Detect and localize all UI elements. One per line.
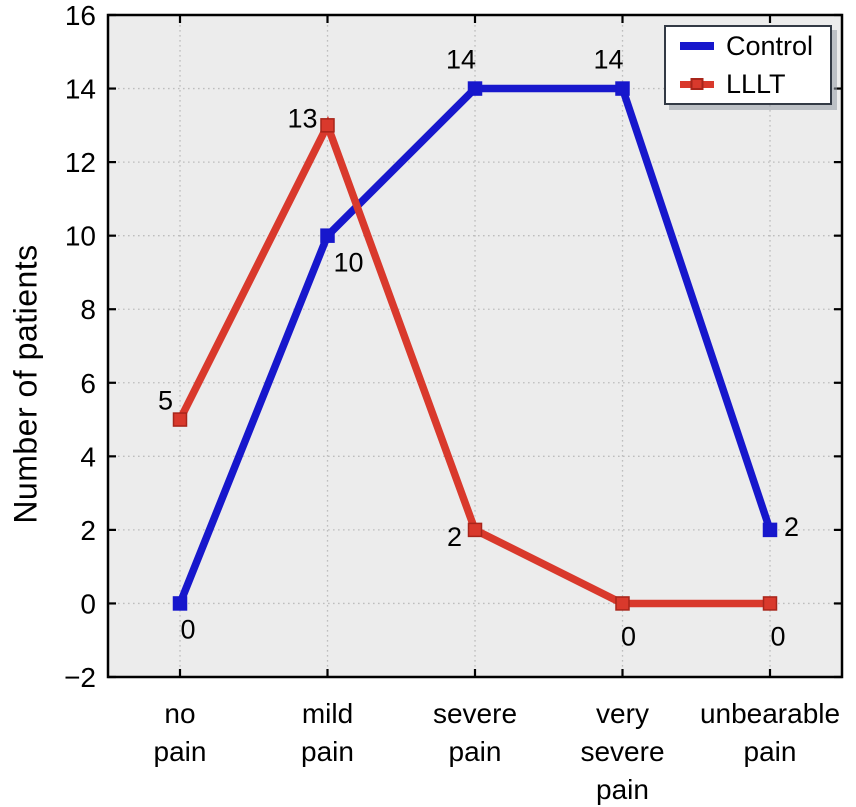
y-tick-label: 6: [80, 368, 96, 399]
data-label-control: 2: [784, 512, 799, 542]
legend-label-lllt: LLLT: [726, 68, 786, 99]
control-line-icon: [680, 42, 714, 50]
y-axis-title: Number of patients: [7, 244, 44, 524]
data-point-control: [467, 81, 483, 96]
y-tick-label: 4: [80, 441, 96, 472]
y-tick-label: 14: [65, 74, 96, 105]
data-label-lllt: 0: [621, 621, 636, 651]
y-tick-label: −2: [64, 662, 96, 693]
x-tick-label: very severe pain: [580, 698, 664, 805]
data-label-lllt: 0: [770, 621, 785, 651]
legend: Control LLLT: [664, 25, 832, 105]
y-tick-label: 12: [65, 147, 96, 178]
y-tick-label: 16: [65, 0, 96, 31]
x-tick-label: no pain: [154, 698, 207, 767]
y-tick-label: 10: [65, 221, 96, 252]
data-point-lllt: [172, 412, 188, 427]
x-tick-label: severe pain: [433, 698, 517, 767]
data-point-lllt: [615, 596, 630, 611]
data-label-control: 14: [446, 45, 476, 75]
y-tick-label: 0: [80, 588, 96, 619]
x-tick-label: unbearable pain: [700, 698, 840, 767]
data-point-control: [762, 522, 778, 538]
data-label-lllt: 13: [287, 103, 317, 133]
lllt-square-icon: [690, 78, 704, 90]
data-label-control: 10: [334, 248, 364, 278]
data-point-control: [615, 81, 630, 96]
data-point-lllt: [467, 522, 483, 538]
y-tick-label: 2: [80, 515, 96, 546]
data-label-lllt: 5: [158, 386, 173, 416]
legend-item-control: Control: [666, 27, 830, 65]
data-point-control: [172, 596, 188, 611]
legend-label-control: Control: [726, 30, 814, 61]
y-tick-label: 8: [80, 294, 96, 325]
legend-item-lllt: LLLT: [666, 65, 830, 103]
data-label-control: 0: [180, 614, 195, 644]
lllt-marker-icon: [680, 78, 714, 90]
data-point-lllt: [762, 596, 778, 611]
data-point-lllt: [320, 118, 335, 133]
data-label-lllt: 2: [447, 522, 462, 552]
data-label-control: 14: [593, 45, 623, 75]
data-point-control: [320, 228, 335, 243]
x-tick-label: mild pain: [301, 698, 354, 767]
